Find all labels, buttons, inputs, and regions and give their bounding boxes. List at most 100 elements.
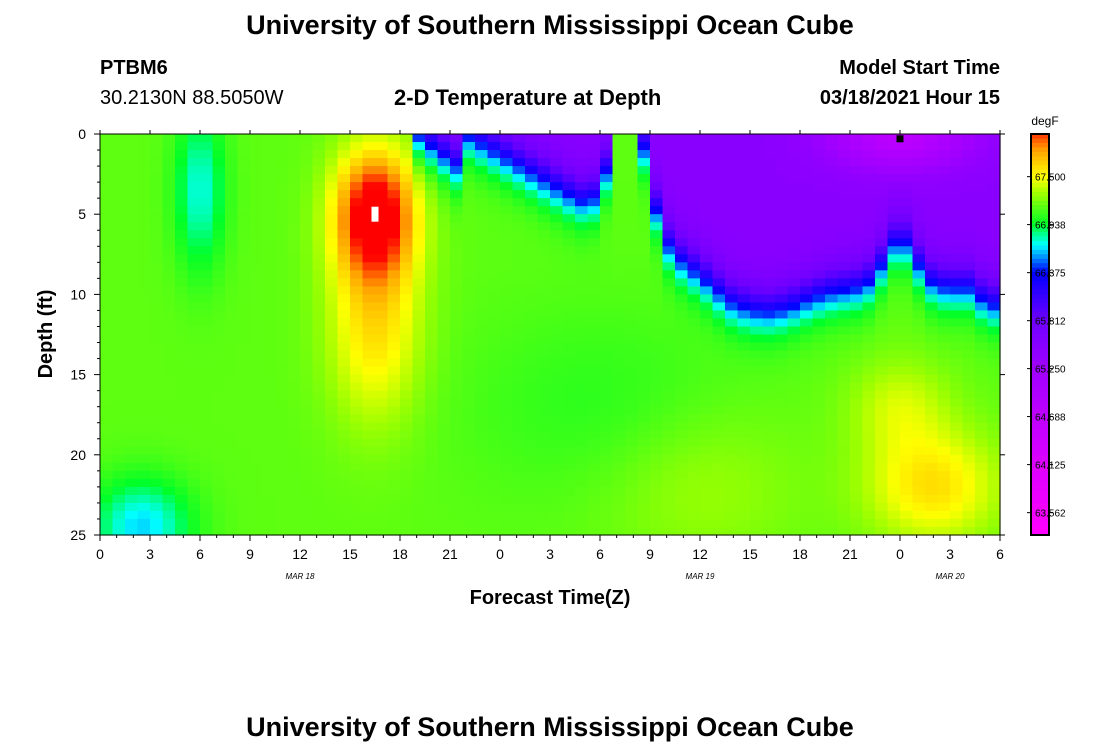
- colorbar-cell: [1031, 526, 1049, 532]
- heat-cell: [662, 206, 676, 215]
- heat-cell: [475, 318, 489, 328]
- heat-cell: [712, 350, 726, 360]
- heat-cell: [587, 390, 601, 400]
- x-tick-label: 6: [196, 546, 204, 562]
- heat-cell: [750, 142, 764, 151]
- heat-cell: [512, 414, 526, 424]
- heat-cell: [412, 214, 426, 223]
- heat-cell: [350, 422, 364, 432]
- heat-cell: [950, 318, 964, 328]
- heat-cell: [462, 342, 476, 352]
- heat-cell: [775, 502, 789, 512]
- heat-cell: [675, 486, 689, 496]
- heat-cell: [612, 334, 626, 344]
- heat-cell: [312, 190, 326, 199]
- heat-cell: [937, 166, 951, 175]
- heat-cell: [400, 470, 414, 480]
- heat-cell: [700, 302, 714, 312]
- heat-cell: [175, 518, 189, 528]
- heat-cell: [350, 278, 364, 287]
- heat-cell: [687, 214, 701, 223]
- heat-cell: [625, 398, 639, 408]
- heat-cell: [350, 470, 364, 480]
- heat-cell: [837, 486, 851, 496]
- heat-cell: [700, 326, 714, 336]
- heat-cell: [675, 478, 689, 488]
- heat-cell: [625, 390, 639, 400]
- heat-cell: [362, 470, 376, 480]
- heat-cell: [200, 222, 214, 231]
- heat-cell: [625, 254, 639, 263]
- heat-cell: [450, 518, 464, 528]
- heat-cell: [375, 278, 389, 287]
- heat-cell: [662, 166, 676, 175]
- heat-cell: [987, 518, 1001, 528]
- heat-cell: [512, 366, 526, 376]
- heat-cell: [462, 526, 476, 536]
- heat-cell: [762, 462, 776, 472]
- heat-cell: [575, 230, 589, 239]
- heat-cell: [387, 382, 401, 392]
- heat-cell: [550, 494, 564, 504]
- heat-cell: [537, 446, 551, 456]
- heat-cell: [862, 422, 876, 432]
- heat-cell: [300, 262, 314, 271]
- heat-cell: [662, 158, 676, 167]
- heat-cell: [300, 438, 314, 448]
- heat-cell: [700, 134, 714, 143]
- heat-cell: [650, 414, 664, 424]
- heat-cell: [387, 494, 401, 504]
- heat-cell: [187, 398, 201, 408]
- colorbar-cell: [1031, 160, 1049, 166]
- heat-cell: [312, 350, 326, 360]
- heat-cell: [587, 406, 601, 416]
- heat-cell: [425, 158, 439, 167]
- heat-cell: [575, 158, 589, 167]
- heat-cell: [912, 438, 926, 448]
- heat-cell: [150, 366, 164, 376]
- heat-cell: [475, 374, 489, 384]
- heat-cell: [787, 134, 801, 143]
- heat-cell: [575, 294, 589, 304]
- heat-cell: [275, 142, 289, 151]
- heat-cell: [212, 462, 226, 472]
- heat-cell: [937, 294, 951, 304]
- heat-cell: [337, 526, 351, 536]
- heat-cell: [862, 230, 876, 239]
- heat-cell: [137, 262, 151, 271]
- heat-cell: [150, 526, 164, 536]
- heat-cell: [662, 398, 676, 408]
- heat-cell: [862, 350, 876, 360]
- heat-cell: [237, 318, 251, 328]
- heat-cell: [300, 238, 314, 247]
- heat-cell: [875, 158, 889, 167]
- heat-cell: [837, 142, 851, 151]
- heat-cell: [112, 302, 126, 312]
- heat-cell: [862, 454, 876, 464]
- colorbar-cell: [1031, 365, 1049, 371]
- heat-cell: [750, 502, 764, 512]
- heat-cell: [812, 518, 826, 528]
- heat-cell: [587, 326, 601, 336]
- heat-cell: [387, 502, 401, 512]
- heat-cell: [837, 278, 851, 287]
- heat-cell: [987, 174, 1001, 183]
- heat-cell: [287, 374, 301, 384]
- heat-cell: [912, 350, 926, 360]
- heat-cell: [425, 382, 439, 392]
- heat-cell: [712, 414, 726, 424]
- heat-cell: [812, 134, 826, 143]
- colorbar-frame: [1030, 133, 1050, 536]
- heat-cell: [425, 182, 439, 191]
- heat-cell: [887, 230, 901, 239]
- heat-cell: [575, 270, 589, 279]
- heat-cell: [400, 310, 414, 320]
- heat-cell: [562, 462, 576, 472]
- heat-cell: [962, 478, 976, 488]
- heat-cell: [900, 174, 914, 183]
- heat-cell: [950, 518, 964, 528]
- heat-cell: [275, 390, 289, 400]
- heat-cell: [350, 318, 364, 328]
- heat-cell: [625, 358, 639, 368]
- heat-cell: [237, 134, 251, 143]
